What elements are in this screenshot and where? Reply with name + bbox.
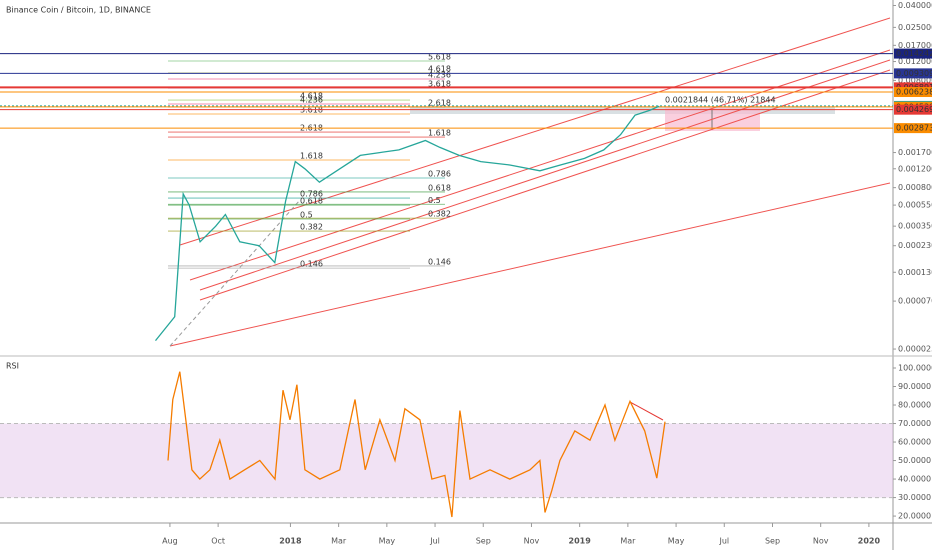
rsi-tick-label: 30.0000 <box>898 493 931 502</box>
x-tick-label: Jul <box>718 537 729 546</box>
x-tick-label: Nov <box>813 537 829 546</box>
fib-label: 4.236 <box>428 70 451 79</box>
rsi-line <box>167 371 666 518</box>
price-tag <box>894 87 932 98</box>
range-box <box>410 107 835 114</box>
y-tick-label: 0.0017000 <box>898 148 932 157</box>
fib-label: 0.618 <box>428 183 451 192</box>
price-tag-label: 0.0042694 <box>896 105 932 114</box>
channel-line <box>169 182 891 347</box>
x-tick-label: Nov <box>524 537 540 546</box>
x-tick-label: Mar <box>331 537 347 546</box>
x-tick-label: Aug <box>162 537 178 546</box>
y-tick-label: 0.0012000 <box>898 164 932 173</box>
y-tick-label: 0.0000700 <box>898 297 932 306</box>
y-tick-label: 0.0000250 <box>898 345 932 354</box>
price-tag-label: 0.0028732 <box>896 124 932 133</box>
channel-line <box>199 69 891 301</box>
fib-label: 4.618 <box>300 92 323 101</box>
fib-label: 1.618 <box>428 129 451 138</box>
fib-label: 0.618 <box>300 197 323 206</box>
rsi-tick-label: 60.0000 <box>898 438 931 447</box>
fib-label: 4.618 <box>428 65 451 74</box>
y-tick-label: 0.0001300 <box>898 268 932 277</box>
rsi-tick-label: 90.0000 <box>898 382 931 391</box>
x-tick-label: 2020 <box>858 537 881 546</box>
price-line-series <box>154 105 660 342</box>
y-tick-label: 0.0003500 <box>898 222 932 231</box>
fib-label: 0.786 <box>428 169 451 178</box>
rsi-tick-label: 50.0000 <box>898 456 931 465</box>
fib-label: 0.146 <box>428 257 451 266</box>
y-tick-label: 0.0120000 <box>898 57 932 66</box>
fib-label: 3.618 <box>428 80 451 89</box>
fib-label: 0.786 <box>300 190 323 199</box>
fib-label: 5.618 <box>428 52 451 61</box>
pane-title: RSI <box>6 362 19 371</box>
price-tag <box>894 48 932 59</box>
fib-label: 4.236 <box>300 96 323 105</box>
divergence-line <box>629 401 664 421</box>
rsi-tick-label: 20.0000 <box>898 512 931 521</box>
y-tick-label: 0.0002300 <box>898 241 932 250</box>
y-tick-label: 0.0008000 <box>898 183 932 192</box>
price-tag-label: 0.0142421 <box>896 49 932 58</box>
fib-label: 2.618 <box>428 99 451 108</box>
y-tick-label: 0.0080000 <box>898 76 932 85</box>
x-tick-label: 2019 <box>569 537 592 546</box>
drawings <box>169 17 891 421</box>
rsi-tick-label: 40.0000 <box>898 475 931 484</box>
x-tick-label: Mar <box>620 537 636 546</box>
fib-label: 0.382 <box>428 210 451 219</box>
y-tick-label: 0.0005500 <box>898 201 932 210</box>
fib-label: 0.5 <box>300 211 313 220</box>
fib-label: 1.618 <box>300 151 323 160</box>
price-tag <box>894 104 932 115</box>
y-tick-label: 0.0400000 <box>898 1 932 10</box>
rsi-tick-label: 100.0000 <box>898 363 932 372</box>
channel-line <box>199 59 891 291</box>
trend-line <box>169 199 301 347</box>
y-tick-label: 0.0250000 <box>898 23 932 32</box>
fib-label: 0.146 <box>300 260 323 269</box>
rsi-tick-label: 80.0000 <box>898 401 931 410</box>
fib-label: 0.5 <box>428 196 441 205</box>
fib-label: 0.382 <box>300 223 323 232</box>
channel-line <box>179 17 891 246</box>
chart-title: Binance Coin / Bitcoin, 1D, BINANCE <box>6 6 151 15</box>
price-tag <box>894 68 932 79</box>
x-tick-label: Oct <box>211 537 225 546</box>
rsi-tick-label: 70.0000 <box>898 419 931 428</box>
x-tick-label: May <box>668 537 685 546</box>
x-tick-label: Sep <box>476 537 491 546</box>
x-tick-label: May <box>379 537 396 546</box>
x-tick-label: 2018 <box>279 537 302 546</box>
price-tag <box>894 123 932 134</box>
x-tick-label: Jul <box>429 537 440 546</box>
y-tick-label: 0.0170000 <box>898 41 932 50</box>
measure-label: 0.0021844 (46.71%) 21844 <box>665 96 776 105</box>
price-tag-label: 0.0062382 <box>896 88 932 97</box>
x-tick-label: Sep <box>765 537 780 546</box>
